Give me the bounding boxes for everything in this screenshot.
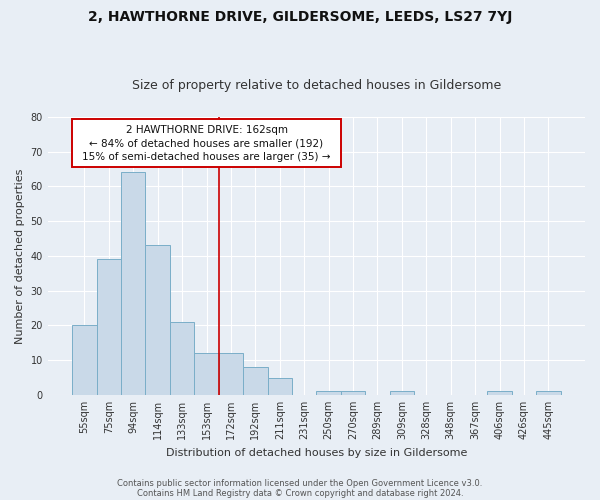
- Text: 15% of semi-detached houses are larger (35) →: 15% of semi-detached houses are larger (…: [82, 152, 331, 162]
- Bar: [97, 260, 121, 395]
- Text: ← 84% of detached houses are smaller (192): ← 84% of detached houses are smaller (19…: [89, 138, 323, 148]
- Text: 2, HAWTHORNE DRIVE, GILDERSOME, LEEDS, LS27 7YJ: 2, HAWTHORNE DRIVE, GILDERSOME, LEEDS, L…: [88, 10, 512, 24]
- Text: Contains HM Land Registry data © Crown copyright and database right 2024.: Contains HM Land Registry data © Crown c…: [137, 488, 463, 498]
- Bar: [389, 392, 414, 395]
- Bar: [219, 353, 243, 395]
- FancyBboxPatch shape: [72, 118, 341, 167]
- Bar: [243, 367, 268, 395]
- Bar: [536, 392, 560, 395]
- Bar: [170, 322, 194, 395]
- Text: 2 HAWTHORNE DRIVE: 162sqm: 2 HAWTHORNE DRIVE: 162sqm: [125, 125, 287, 135]
- Bar: [121, 172, 145, 395]
- Text: Contains public sector information licensed under the Open Government Licence v3: Contains public sector information licen…: [118, 478, 482, 488]
- Bar: [341, 392, 365, 395]
- Bar: [268, 378, 292, 395]
- Bar: [487, 392, 512, 395]
- X-axis label: Distribution of detached houses by size in Gildersome: Distribution of detached houses by size …: [166, 448, 467, 458]
- Bar: [145, 246, 170, 395]
- Bar: [194, 353, 219, 395]
- Y-axis label: Number of detached properties: Number of detached properties: [15, 168, 25, 344]
- Bar: [72, 326, 97, 395]
- Title: Size of property relative to detached houses in Gildersome: Size of property relative to detached ho…: [132, 79, 501, 92]
- Bar: [316, 392, 341, 395]
